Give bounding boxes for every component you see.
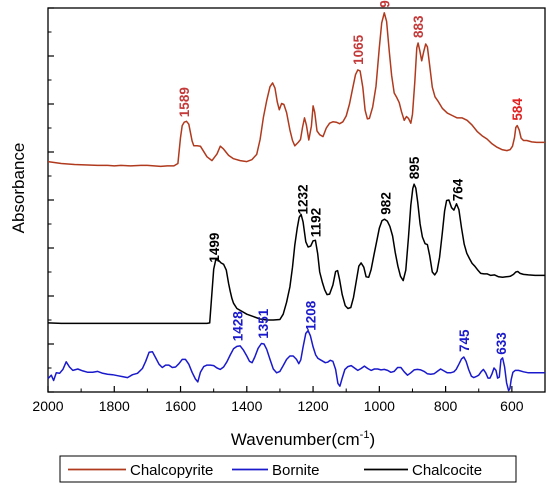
x-tick-label: 1400 [231,398,262,414]
x-axis-title: Wavenumber(cm-1) [231,429,375,449]
legend-label-chalcocite: Chalcocite [412,462,482,479]
x-axis-ticks: 2000 1800 1600 1400 1200 1000 800 600 [32,386,524,414]
peak-label-1208: 1208 [303,300,318,331]
legend: Chalcopyrite Bornite Chalcocite [59,455,517,483]
peak-label-985: 985 [377,0,392,8]
peak-label-1428: 1428 [231,311,246,342]
peak-label-982: 982 [378,192,393,215]
peak-label-1589: 1589 [177,87,192,117]
peak-label-633: 633 [494,332,509,355]
x-tick-label: 1200 [297,398,328,414]
peak-label-1232: 1232 [296,184,311,214]
spectrum-curves [47,12,545,392]
peak-label-1192: 1192 [309,208,324,237]
peak-label-764: 764 [451,178,466,201]
chalcopyrite-line [47,12,545,168]
legend-label-bornite: Bornite [272,462,320,479]
x-tick-label: 2000 [32,398,63,414]
peak-label-1351: 1351 [256,308,271,339]
legend-box [59,455,517,483]
x-tick-label: 1600 [165,398,196,414]
x-axis-title-superscript: -1 [360,429,370,441]
x-axis-title-close: ) [369,430,375,449]
peak-label-584: 584 [510,98,525,121]
x-tick-label: 600 [500,398,524,414]
peak-label-1065: 1065 [351,34,366,65]
peak-label-883: 883 [411,15,426,38]
y-axis-title: Absorbance [9,143,28,234]
bornite-line [47,329,545,392]
x-axis-title-text: Wavenumber(cm [231,430,360,449]
x-tick-label: 1000 [364,398,395,414]
legend-label-chalcopyrite: Chalcopyrite [130,462,213,479]
peak-label-1499: 1499 [207,233,222,263]
peak-label-895: 895 [407,156,422,179]
chalcocite-line [47,183,545,325]
y-axis-ticks [48,7,54,393]
x-tick-label: 800 [434,398,458,414]
peak-label-745: 745 [457,329,472,352]
x-tick-label: 1800 [99,398,130,414]
